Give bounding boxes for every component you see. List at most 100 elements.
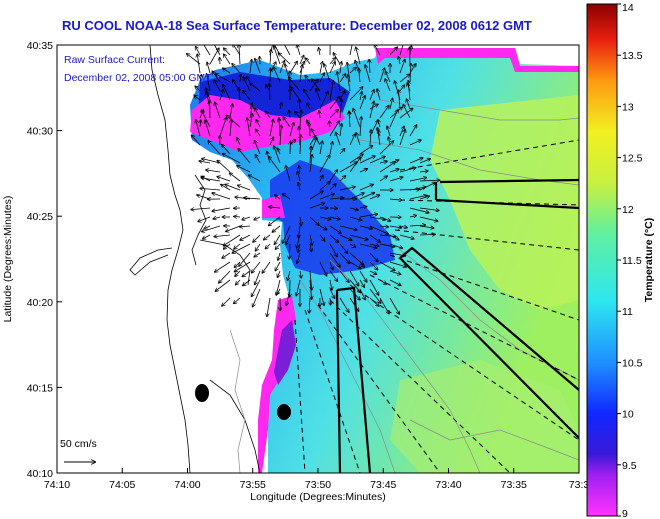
current-vector xyxy=(222,297,231,306)
current-vector xyxy=(339,225,357,230)
current-vector xyxy=(379,216,391,221)
current-vector xyxy=(389,243,402,248)
current-vector xyxy=(379,297,389,314)
current-vector xyxy=(359,193,374,200)
current-vector xyxy=(410,64,411,83)
current-vector xyxy=(254,252,261,257)
current-vector xyxy=(289,77,301,92)
current-vector xyxy=(298,243,300,252)
colorbar-tick-label: 12 xyxy=(622,204,634,216)
current-vector xyxy=(389,297,399,314)
current-vector xyxy=(360,92,362,101)
y-tick-label: 40:20 xyxy=(27,297,53,309)
current-vector xyxy=(242,216,251,220)
current-vector xyxy=(298,225,300,238)
current-vector xyxy=(359,96,365,110)
current-vector xyxy=(310,279,312,299)
current-vector xyxy=(286,288,291,305)
current-vector xyxy=(409,216,416,218)
current-vector xyxy=(234,297,241,303)
current-vector xyxy=(299,65,302,83)
current-vector xyxy=(267,297,271,316)
current-vector xyxy=(269,207,281,208)
current-vector xyxy=(272,225,281,232)
current-vector xyxy=(399,226,407,228)
current-vector xyxy=(289,123,294,137)
current-vector xyxy=(319,194,334,200)
current-vector xyxy=(269,216,281,225)
current-vector xyxy=(278,252,280,260)
current-vector xyxy=(389,252,406,256)
current-vector xyxy=(240,75,241,83)
current-vector xyxy=(329,121,339,137)
current-vector xyxy=(349,45,353,56)
current-vector xyxy=(204,226,211,229)
current-vector xyxy=(319,261,327,276)
current-vector xyxy=(225,185,241,191)
current-vector xyxy=(337,72,341,92)
current-vector xyxy=(249,114,252,128)
current-vector xyxy=(252,279,261,296)
current-vector xyxy=(369,261,378,270)
chart-title: RU COOL NOAA-18 Sea Surface Temperature:… xyxy=(62,18,532,33)
current-vector xyxy=(399,90,401,110)
current-vector xyxy=(283,225,291,243)
current-vector xyxy=(329,270,338,281)
current-vector xyxy=(369,288,381,303)
x-tick-label: 73:35 xyxy=(501,479,527,491)
current-vector xyxy=(349,68,356,74)
x-tick-label: 73:50 xyxy=(305,479,331,491)
current-vector xyxy=(265,111,271,119)
current-vector xyxy=(409,178,426,182)
current-vector xyxy=(214,235,231,237)
current-vector xyxy=(256,129,261,137)
sst-warm-patch xyxy=(430,95,579,310)
sst-purple-coast xyxy=(274,320,296,385)
scale-label: 50 cm/s xyxy=(60,438,97,450)
current-vector xyxy=(283,117,291,128)
land-marker-1 xyxy=(195,384,209,402)
current-vector xyxy=(298,172,301,182)
current-vector xyxy=(243,279,251,286)
current-vector xyxy=(349,158,361,173)
current-vector xyxy=(369,252,378,262)
current-vector xyxy=(230,173,241,182)
current-vector xyxy=(202,225,221,232)
current-vector xyxy=(269,120,273,137)
current-vector xyxy=(309,80,318,92)
current-vector xyxy=(379,226,388,227)
current-vector xyxy=(389,47,397,56)
current-vector xyxy=(209,48,219,65)
current-vector xyxy=(295,111,301,119)
current-vector xyxy=(398,57,400,65)
current-vector xyxy=(232,64,241,74)
current-vector xyxy=(339,297,349,312)
current-vector xyxy=(230,120,232,137)
current-vector xyxy=(253,234,261,242)
current-vector xyxy=(409,207,429,213)
current-vector xyxy=(240,226,251,227)
current-vector xyxy=(255,270,261,285)
overlay-label-1: Raw Surface Current: xyxy=(64,54,165,66)
current-vector xyxy=(260,57,261,65)
y-tick-label: 40:15 xyxy=(27,382,53,394)
current-vector xyxy=(217,160,231,173)
current-vector xyxy=(216,74,231,83)
x-tick-label: 74:10 xyxy=(44,479,70,491)
current-vector xyxy=(329,234,339,242)
current-vector xyxy=(389,270,401,274)
current-vector xyxy=(196,120,201,137)
current-vector xyxy=(300,216,301,226)
current-vector xyxy=(349,297,359,311)
current-vector xyxy=(216,279,231,291)
current-vector xyxy=(297,234,301,248)
current-vector xyxy=(243,91,251,101)
current-vector xyxy=(307,103,310,110)
current-vector xyxy=(291,87,301,101)
current-vector xyxy=(369,225,388,234)
current-vector xyxy=(386,72,391,83)
plot-area: 50 cm/s Raw Surface Current: December 02… xyxy=(57,45,579,473)
current-vector xyxy=(419,216,438,221)
current-vector xyxy=(226,225,241,232)
current-vector xyxy=(349,193,364,200)
